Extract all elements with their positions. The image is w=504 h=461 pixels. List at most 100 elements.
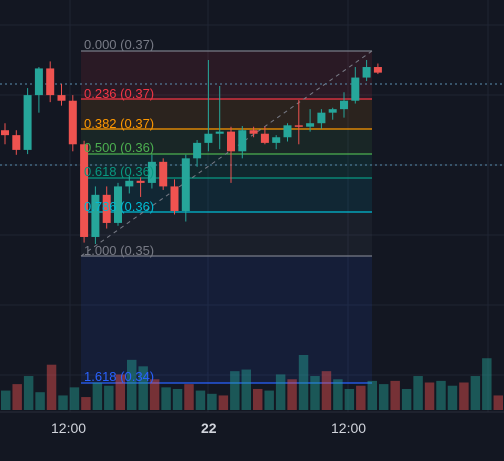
volume-bar xyxy=(12,384,22,410)
volume-bar xyxy=(1,390,11,410)
fib-ratio: 0.618 xyxy=(84,164,117,179)
candle-body xyxy=(23,95,32,150)
fib-price: (0.36) xyxy=(120,199,155,214)
volume-bar xyxy=(230,371,240,410)
candle-body xyxy=(46,68,55,96)
volume-bar xyxy=(104,385,114,410)
volume-bar xyxy=(298,355,309,410)
candle-body xyxy=(260,133,269,143)
volume-bar xyxy=(333,379,343,410)
volume-bar xyxy=(218,395,229,410)
volume-bar xyxy=(35,392,45,410)
time-label-2: 12:00 xyxy=(331,420,367,436)
volume-bar xyxy=(424,382,435,410)
candle-body xyxy=(136,180,145,183)
volume-bar xyxy=(264,390,274,410)
volume-bar xyxy=(207,393,217,410)
volume-bar xyxy=(436,380,446,410)
fib-price: (0.34) xyxy=(120,369,155,384)
candle-body xyxy=(317,112,326,124)
candle-body xyxy=(68,100,77,145)
fib-label-0: 0.000 (0.37) xyxy=(84,38,154,51)
fib-label-0236: 0.236 (0.37) xyxy=(84,87,154,100)
candle-body xyxy=(147,161,156,183)
volume-bar xyxy=(195,390,206,410)
volume-bar xyxy=(127,359,137,410)
fib-ratio: 0.786 xyxy=(84,199,117,214)
volume-bar xyxy=(172,388,183,410)
fib-ratio: 1.618 xyxy=(84,369,117,384)
fib-zone xyxy=(81,51,372,99)
volume-bar xyxy=(459,382,469,410)
candle-body xyxy=(181,158,190,211)
fib-ratio: 0.500 xyxy=(84,140,117,155)
volume-bar xyxy=(184,384,194,410)
candle-body xyxy=(193,142,202,159)
fib-zone xyxy=(81,154,372,178)
volume-bar xyxy=(470,376,481,410)
candle-body xyxy=(204,133,213,143)
candle-body xyxy=(272,137,281,143)
volume-bar xyxy=(344,388,355,410)
candle-body xyxy=(227,131,235,152)
candle-body xyxy=(340,100,348,110)
volume-bar xyxy=(390,380,400,410)
fib-zone xyxy=(81,256,372,383)
candle-body xyxy=(373,67,382,73)
fib-zone xyxy=(81,212,372,256)
fib-price: (0.37) xyxy=(120,37,155,52)
volume-bar xyxy=(275,374,286,410)
volume-bar xyxy=(367,380,377,410)
candle-body xyxy=(294,125,303,127)
candle-body xyxy=(215,131,224,134)
candle-body xyxy=(114,186,122,223)
volume-bar xyxy=(23,376,34,410)
volume-bar xyxy=(287,379,297,410)
candle-body xyxy=(80,144,89,237)
volume-bar xyxy=(92,382,103,410)
fib-price: (0.35) xyxy=(120,243,155,258)
fib-label-0382: 0.382 (0.37) xyxy=(84,117,154,130)
volume-bar xyxy=(321,371,332,410)
candle-body xyxy=(306,123,315,127)
fib-ratio: 0.236 xyxy=(84,86,117,101)
volume-bar xyxy=(115,374,125,410)
fib-price: (0.36) xyxy=(120,164,155,179)
fib-trend-line xyxy=(80,50,373,257)
volume-bar xyxy=(46,364,57,410)
fib-price: (0.37) xyxy=(120,86,155,101)
fib-label-1: 1.000 (0.35) xyxy=(84,244,154,257)
time-label-day: 22 xyxy=(201,420,217,436)
fib-price: (0.36) xyxy=(120,140,155,155)
volume-bar xyxy=(379,384,389,410)
candle-body xyxy=(351,77,360,101)
candle-body xyxy=(1,130,9,136)
candle-body xyxy=(91,194,100,237)
candle-body xyxy=(238,130,247,152)
volume-bar xyxy=(149,379,160,410)
volume-bar xyxy=(69,387,80,410)
volume-bar xyxy=(310,376,320,410)
volume-bar xyxy=(356,385,366,410)
candle-body xyxy=(159,161,168,187)
fib-zone xyxy=(81,129,372,154)
candle-body xyxy=(57,95,66,101)
volume-bar xyxy=(401,388,412,410)
fib-price: (0.37) xyxy=(120,116,155,131)
candle-body xyxy=(328,109,337,113)
volume-bar xyxy=(482,358,492,410)
volume-bar xyxy=(447,385,458,410)
fib-label-0618: 0.618 (0.36) xyxy=(84,165,154,178)
candle-body xyxy=(170,186,179,211)
fib-ratio: 0.000 xyxy=(84,37,117,52)
fib-ratio: 1.000 xyxy=(84,243,117,258)
fib-ratio: 0.382 xyxy=(84,116,117,131)
volume-bar xyxy=(253,388,263,410)
volume-bar xyxy=(413,376,423,410)
candle-body xyxy=(362,67,371,78)
volume-bar xyxy=(161,387,171,410)
volume-bar xyxy=(493,395,503,410)
